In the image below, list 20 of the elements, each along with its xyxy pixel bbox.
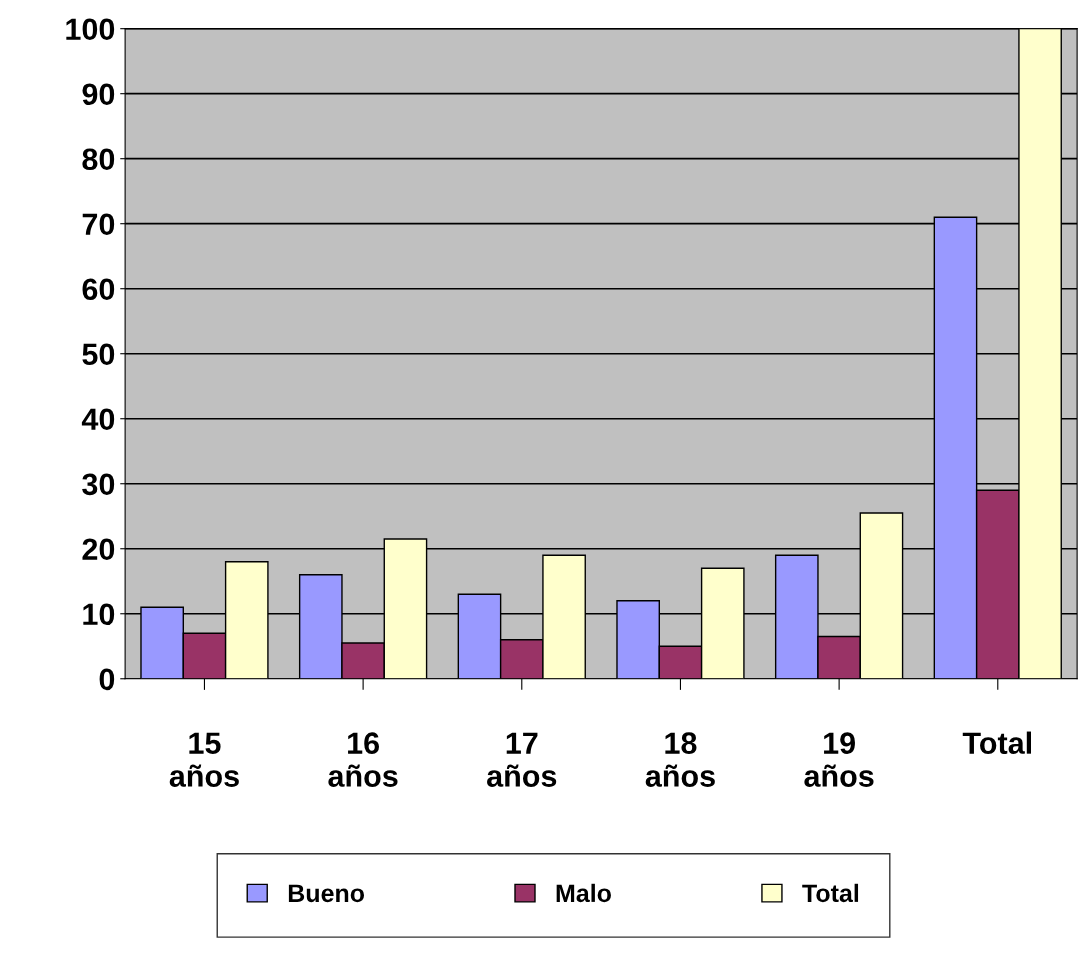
y-tick-label: 80: [82, 148, 115, 171]
y-tick-label: 30: [82, 473, 115, 496]
legend-label: Total: [802, 883, 859, 903]
x-tick-label: Total: [962, 731, 1031, 754]
y-tick-label: 60: [82, 278, 115, 301]
y-tick-label: 20: [82, 538, 115, 561]
y-tick-label: 70: [82, 213, 115, 236]
legend-label: Malo: [556, 883, 611, 903]
y-tick-label: 40: [81, 408, 115, 431]
x-tick-label: 15 años: [169, 732, 239, 787]
x-tick-label: 19 años: [804, 732, 874, 787]
legend-label: Bueno: [288, 884, 365, 903]
y-tick-label: 100: [66, 18, 115, 41]
y-tick-label: 0: [99, 668, 115, 691]
y-tick-label: 10: [83, 603, 115, 626]
x-tick-label: 17 años: [487, 732, 557, 787]
y-tick-label: 90: [82, 83, 115, 106]
x-tick-label: 18 años: [645, 732, 715, 787]
y-tick-label: 50: [82, 343, 115, 366]
x-tick-label: 16 años: [328, 732, 398, 787]
